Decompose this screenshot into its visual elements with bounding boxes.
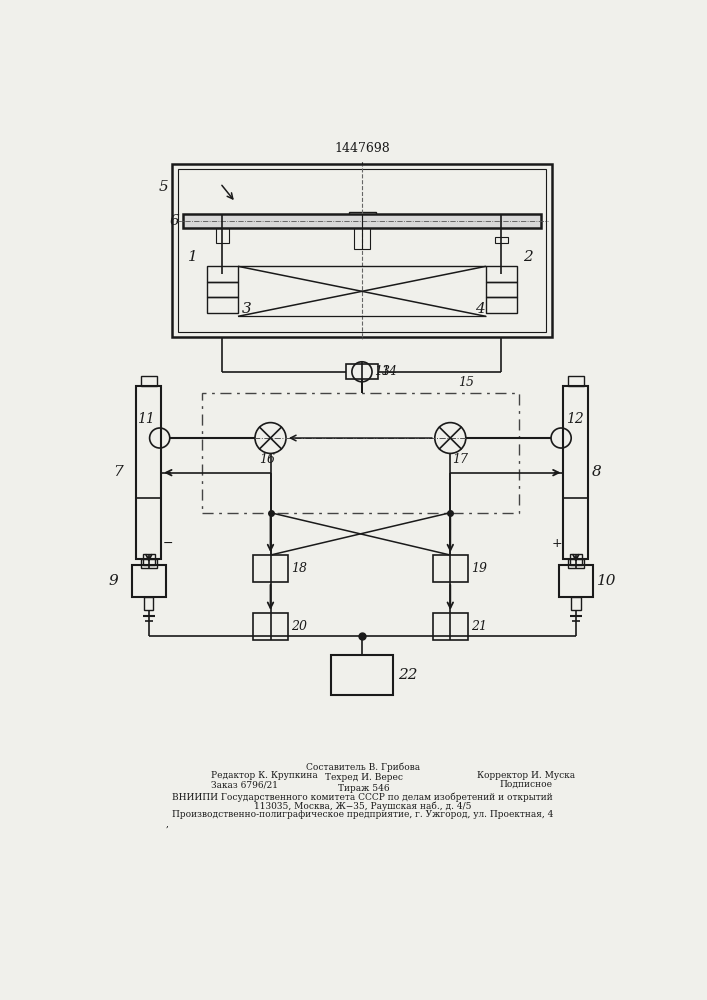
Bar bbox=[207, 282, 238, 297]
Text: +: + bbox=[551, 537, 562, 550]
Text: Тираж 546: Тираж 546 bbox=[338, 784, 390, 793]
Text: 12: 12 bbox=[566, 412, 584, 426]
Text: 16: 16 bbox=[259, 453, 274, 466]
Text: 4: 4 bbox=[474, 302, 484, 316]
Text: 2: 2 bbox=[523, 250, 533, 264]
Bar bbox=[346, 364, 378, 379]
Text: Составитель В. Грибова: Составитель В. Грибова bbox=[306, 763, 421, 772]
Bar bbox=[172, 164, 552, 337]
Text: 19: 19 bbox=[472, 562, 487, 575]
Bar bbox=[141, 376, 156, 386]
Text: 7: 7 bbox=[112, 465, 122, 479]
Bar bbox=[486, 297, 517, 312]
Bar bbox=[568, 376, 583, 386]
Text: −: − bbox=[163, 537, 173, 550]
Bar bbox=[216, 228, 228, 243]
Text: 6: 6 bbox=[169, 214, 179, 228]
Text: 14: 14 bbox=[381, 365, 397, 378]
Bar bbox=[433, 613, 468, 640]
Text: 18: 18 bbox=[291, 562, 308, 575]
Bar bbox=[141, 559, 156, 568]
Text: 20: 20 bbox=[291, 620, 308, 633]
Text: 3: 3 bbox=[242, 302, 252, 316]
Text: 22: 22 bbox=[397, 668, 417, 682]
Bar bbox=[559, 565, 593, 597]
Text: 15: 15 bbox=[458, 376, 474, 389]
Text: 8: 8 bbox=[592, 465, 602, 479]
Text: ВНИИПИ Государственного комитета СССР по делам изобретений и открытий: ВНИИПИ Государственного комитета СССР по… bbox=[173, 793, 553, 802]
Text: 113035, Москва, Ж−35, Раушская наб., д. 4/5: 113035, Москва, Ж−35, Раушская наб., д. … bbox=[254, 801, 472, 811]
Bar bbox=[486, 282, 517, 297]
Bar bbox=[253, 555, 288, 582]
Bar bbox=[177, 169, 547, 332]
Bar bbox=[354, 222, 370, 249]
Text: 11: 11 bbox=[137, 412, 155, 426]
Bar bbox=[433, 555, 468, 582]
Text: ,: , bbox=[166, 819, 169, 828]
Bar bbox=[570, 554, 582, 565]
Text: Техред И. Верес: Техред И. Верес bbox=[325, 773, 402, 782]
Text: 13: 13 bbox=[374, 365, 390, 378]
Bar bbox=[136, 386, 161, 559]
Text: Заказ 6796/21: Заказ 6796/21 bbox=[211, 780, 278, 789]
Text: 10: 10 bbox=[597, 574, 617, 588]
Bar bbox=[253, 613, 288, 640]
Bar bbox=[486, 266, 517, 282]
Bar bbox=[571, 597, 580, 610]
Bar bbox=[568, 559, 583, 568]
Bar bbox=[143, 554, 155, 565]
Bar bbox=[349, 212, 376, 222]
Text: 17: 17 bbox=[452, 453, 468, 466]
Text: 1447698: 1447698 bbox=[335, 142, 390, 155]
Bar bbox=[202, 393, 518, 513]
Text: 9: 9 bbox=[108, 574, 118, 588]
Text: Корректор И. Муска: Корректор И. Муска bbox=[477, 771, 575, 780]
Bar bbox=[563, 386, 588, 559]
Text: 5: 5 bbox=[158, 180, 168, 194]
Bar bbox=[207, 266, 238, 282]
Bar bbox=[183, 214, 541, 228]
Bar bbox=[331, 655, 393, 695]
Bar bbox=[495, 237, 508, 243]
Bar bbox=[207, 297, 238, 312]
Text: Производственно-полиграфическое предприятие, г. Ужгород, ул. Проектная, 4: Производственно-полиграфическое предприя… bbox=[172, 810, 554, 819]
Bar bbox=[132, 565, 166, 597]
Text: 21: 21 bbox=[472, 620, 487, 633]
Text: 1: 1 bbox=[187, 250, 197, 264]
Text: Редактор К. Крупкина: Редактор К. Крупкина bbox=[211, 771, 317, 780]
Bar bbox=[144, 597, 153, 610]
Text: Подписное: Подписное bbox=[500, 780, 553, 789]
